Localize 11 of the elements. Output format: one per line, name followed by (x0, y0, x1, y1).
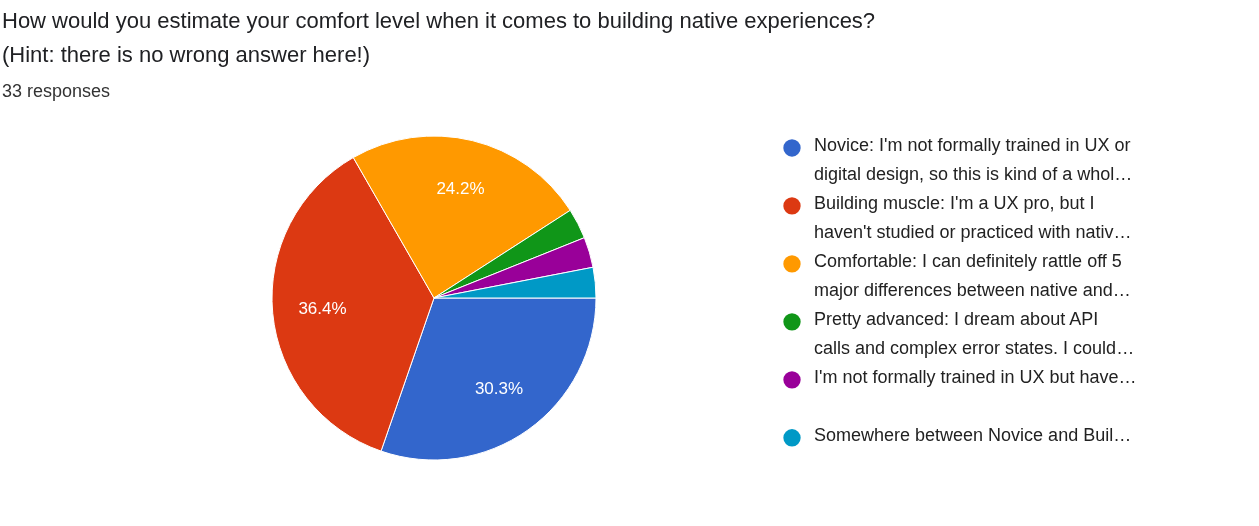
data-label: 30.3% (474, 379, 524, 399)
legend-label: I'm not formally trained in UX but have… (814, 366, 1137, 387)
legend-label: Novice: I'm not formally trained in UX or digital design, so this is kind of a whol… (814, 134, 1133, 184)
chart-title: How would you estimate your comfort level when it comes to building native experiences? (Hint: there is no wrong answer here!) (2, 8, 876, 67)
data-label: 36.4% (298, 298, 347, 318)
legend-label: Comfortable: I can definitely rattle off 5 major differences between native and… (814, 250, 1131, 300)
data-label: 24.2% (436, 179, 485, 199)
text: 33 responses (2, 81, 111, 101)
legend-label: Pretty advanced: I dream about API calls and complex error states. I could… (814, 308, 1135, 358)
legend-label: Somewhere between Novice and Buil… (814, 424, 1132, 445)
legend-label: Building muscle: I'm a UX pro, but I haven't studied or practiced with nativ… (814, 192, 1132, 242)
